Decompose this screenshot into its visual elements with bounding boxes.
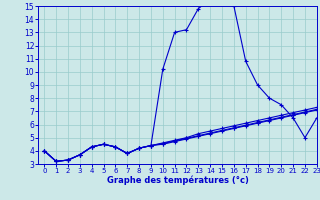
X-axis label: Graphe des températures (°c): Graphe des températures (°c): [107, 176, 249, 185]
